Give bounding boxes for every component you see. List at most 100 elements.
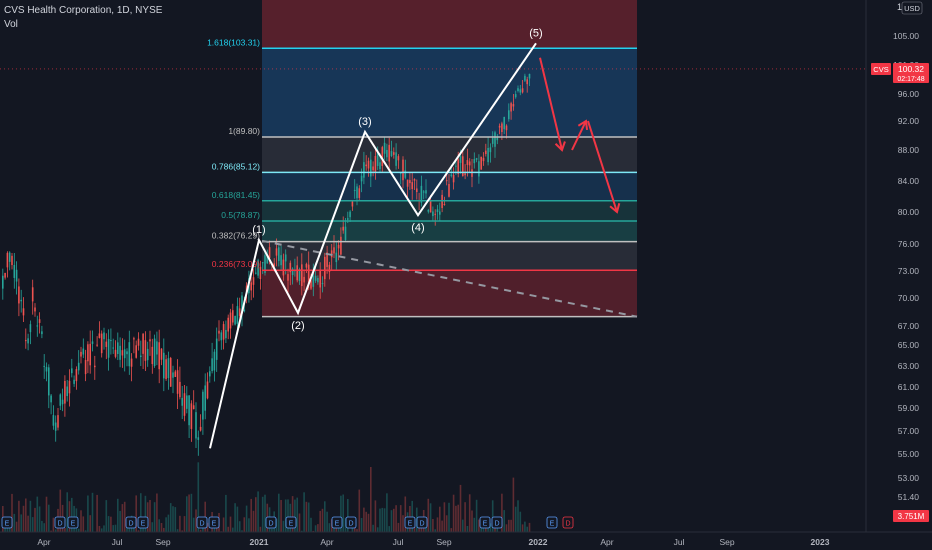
candle-body	[179, 381, 181, 398]
candle-body	[321, 283, 324, 285]
candle-body	[434, 213, 436, 215]
volume-bar	[427, 498, 430, 540]
volume-bar	[20, 514, 22, 540]
volume-bar	[261, 496, 264, 540]
candle-body	[445, 180, 448, 182]
candle-body	[261, 262, 264, 264]
candle-body	[381, 147, 384, 167]
price-tick-label: 96.00	[898, 89, 920, 99]
candle-body	[383, 142, 386, 154]
volume-bar	[367, 513, 370, 540]
price-tick-label: 63.00	[898, 361, 920, 371]
time-tick-label: Apr	[600, 537, 613, 547]
projection-arrowhead	[609, 203, 621, 214]
volume-bar	[374, 500, 377, 540]
candle-body	[13, 264, 16, 278]
event-marker-earnings	[546, 516, 558, 529]
volume-bar	[321, 508, 324, 540]
candle-body	[455, 165, 457, 167]
volume-bar	[8, 518, 11, 540]
candle-body	[229, 312, 232, 329]
candle-body	[209, 371, 211, 377]
price-candles	[2, 73, 531, 456]
candle-body	[36, 325, 39, 327]
wave-label-4: (4)	[411, 222, 424, 234]
candle-body	[82, 348, 85, 355]
volume-bar	[225, 494, 227, 540]
volume-bar	[41, 520, 43, 540]
volume-bar	[248, 518, 250, 540]
volume-bar	[59, 489, 62, 540]
time-tick-label: 2021	[250, 537, 269, 547]
volume-bar	[478, 519, 480, 540]
candle-body	[225, 330, 227, 339]
volume-bar	[45, 496, 48, 540]
candle-body	[80, 351, 82, 357]
fib-label-1.618: 1.618(103.31)	[207, 37, 260, 47]
event-marker-label: E	[550, 521, 555, 528]
volume-bar	[390, 510, 393, 540]
candle-body	[475, 158, 478, 160]
volume-bar	[174, 507, 177, 540]
price-tick-label: 53.00	[898, 473, 920, 483]
chart-legend: CVS Health Corporation, 1D, NYSE Vol	[4, 4, 162, 32]
candle-body	[349, 211, 351, 218]
volume-bar	[257, 491, 259, 540]
time-axis[interactable]: Apr Jul Sep 2021 Apr Jul Sep 2022 Apr Jul Sep 2023	[0, 531, 932, 550]
event-marker-dividend	[196, 516, 208, 529]
candle-body	[409, 180, 411, 184]
price-tick-label: 65.00	[898, 340, 920, 350]
symbol-title[interactable]: CVS Health Corporation, 1D, NYSE	[4, 5, 163, 16]
candle-body	[146, 348, 149, 361]
projection-arrows	[539, 57, 621, 214]
event-marker-label: D	[494, 521, 499, 528]
volume-bar	[452, 494, 455, 540]
volume-bar	[117, 498, 119, 540]
candle-body	[301, 264, 303, 287]
price-tick-label: 57.00	[898, 426, 920, 436]
candle-body	[107, 338, 110, 358]
candle-body	[386, 150, 388, 158]
volume-bar	[121, 504, 124, 540]
candle-body	[517, 88, 519, 92]
candle-body	[370, 159, 372, 177]
last-price-tag	[893, 62, 929, 83]
candle-body	[335, 252, 338, 263]
event-marker-dividend	[345, 516, 357, 529]
candle-body	[526, 79, 528, 85]
candle-body	[324, 256, 326, 280]
volume-bar	[324, 501, 326, 540]
candle-body	[317, 277, 319, 283]
candle-body	[110, 340, 112, 342]
volume-bar	[82, 516, 85, 540]
event-marker-label: E	[408, 521, 413, 528]
candle-body	[220, 332, 223, 341]
candle-body	[174, 371, 177, 377]
volume-bar	[360, 518, 363, 540]
candle-body	[227, 317, 229, 332]
candle-body	[236, 306, 239, 324]
candle-body	[133, 338, 135, 340]
candle-body	[372, 166, 374, 171]
projection-segment	[587, 120, 618, 213]
candle-body	[169, 357, 172, 387]
volume-bar	[485, 519, 487, 540]
candle-body	[43, 365, 45, 367]
volume-bar	[234, 503, 236, 540]
price-tick-label: 92.00	[898, 116, 920, 126]
time-tick-label: Jul	[393, 537, 404, 547]
event-marker-label: D	[565, 521, 570, 528]
candle-body	[439, 211, 441, 215]
candle-body	[333, 247, 335, 254]
candle-body	[98, 333, 101, 338]
fib-zone	[262, 221, 637, 242]
wave-label-5: (5)	[529, 27, 542, 39]
event-marker-label: E	[289, 521, 294, 528]
volume-bar	[229, 516, 232, 540]
candle-body	[89, 343, 91, 366]
candle-body	[450, 174, 453, 177]
volume-bar	[13, 513, 16, 540]
candle-body	[6, 252, 9, 268]
